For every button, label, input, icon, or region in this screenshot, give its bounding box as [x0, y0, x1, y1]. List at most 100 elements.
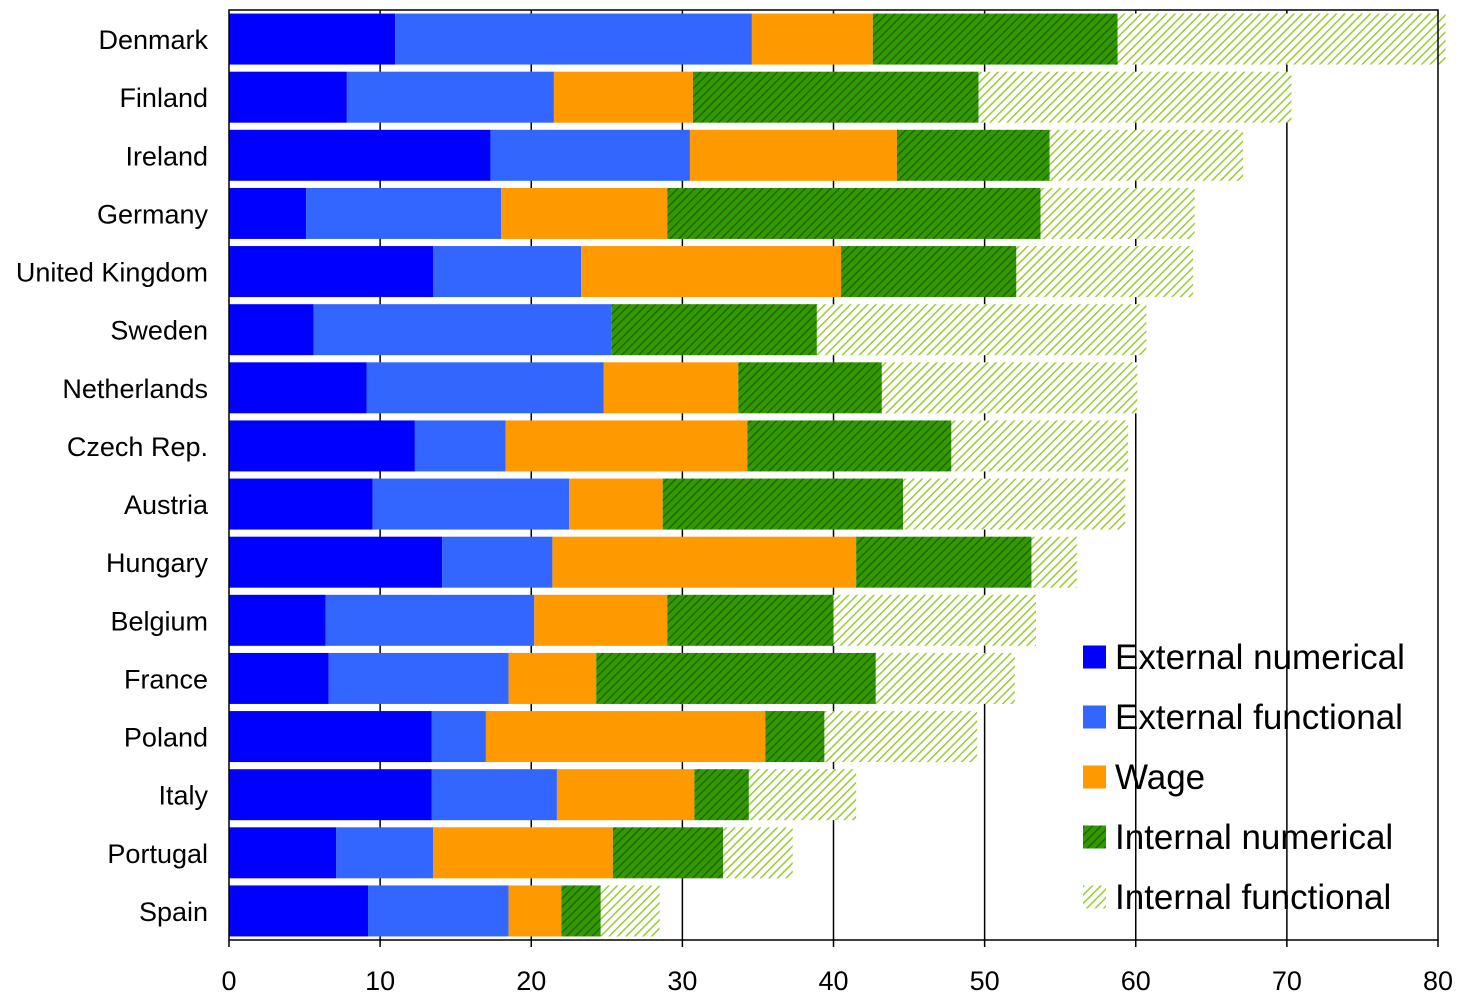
legend-item-internal-functional: Internal functional [1083, 878, 1391, 917]
bar-czech-rep-internal-numerical [747, 420, 952, 472]
x-tick-label-80: 80 [1423, 966, 1453, 996]
bar-austria-internal-functional [903, 478, 1126, 530]
x-tick-label-50: 50 [970, 966, 1000, 996]
bar-hungary-external-numerical [229, 536, 443, 588]
bar-netherlands-external-numerical [229, 362, 367, 414]
bar-netherlands-wage [603, 362, 739, 414]
bar-spain-wage [508, 885, 562, 937]
bar-poland-external-numerical [229, 711, 432, 763]
bar-germany-wage [501, 187, 668, 239]
bar-italy-internal-numerical [694, 769, 749, 821]
bar-finland-internal-numerical [692, 71, 979, 123]
legend: External numerical External functional Wag… [1083, 638, 1405, 917]
bar-france-wage [508, 652, 597, 704]
bar-portugal-external-numerical [229, 827, 337, 879]
bar-ireland-external-functional [490, 129, 690, 181]
bar-czech-rep-external-functional [414, 420, 506, 472]
x-tick-label-70: 70 [1272, 966, 1302, 996]
category-label-belgium: Belgium [110, 606, 208, 636]
bar-hungary-internal-functional [1031, 536, 1077, 588]
x-tick-label-30: 30 [667, 966, 697, 996]
bar-ireland-external-numerical [229, 129, 491, 181]
bar-italy-external-functional [431, 769, 557, 821]
category-label-united-kingdom: United Kingdom [16, 258, 208, 288]
bar-finland-external-functional [346, 71, 554, 123]
bar-united-kingdom-external-numerical [229, 246, 434, 298]
category-label-france: France [124, 664, 208, 694]
bar-france-external-numerical [229, 652, 329, 704]
legend-swatch-wage [1083, 765, 1106, 789]
bar-netherlands-external-functional [366, 362, 604, 414]
bar-austria-wage [569, 478, 663, 530]
category-label-spain: Spain [139, 897, 208, 927]
category-label-czech-rep: Czech Rep. [67, 432, 208, 462]
bar-netherlands-internal-numerical [738, 362, 882, 414]
x-tick-label-10: 10 [365, 966, 395, 996]
category-label-denmark: Denmark [98, 25, 208, 55]
legend-item-external-functional: External functional [1083, 698, 1403, 737]
category-label-italy: Italy [158, 781, 208, 811]
bar-group-france [229, 652, 1015, 704]
bar-group-denmark [229, 13, 1446, 65]
bar-portugal-internal-functional [723, 827, 793, 879]
category-label-portugal: Portugal [107, 839, 208, 869]
legend-swatch-internal-functional [1083, 885, 1106, 909]
bar-italy-external-numerical [229, 769, 432, 821]
axes [228, 9, 1439, 947]
bar-italy-internal-functional [748, 769, 857, 821]
bar-sweden-external-numerical [229, 304, 314, 356]
bar-netherlands-internal-functional [881, 362, 1138, 414]
bar-france-internal-functional [875, 652, 1015, 704]
bar-belgium-internal-functional [833, 594, 1037, 646]
bar-germany-external-numerical [229, 187, 307, 239]
category-labels: Denmark Finland Ireland Germany United Kingd… [16, 25, 209, 927]
legend-label-external-numerical: External numerical [1115, 638, 1405, 677]
bar-germany-external-functional [306, 187, 502, 239]
bar-hungary-wage [552, 536, 857, 588]
bar-belgium-internal-numerical [667, 594, 834, 646]
bar-spain-external-numerical [229, 885, 369, 937]
bars [229, 13, 1446, 937]
bar-france-internal-numerical [596, 652, 876, 704]
bar-poland-wage [485, 711, 766, 763]
bar-austria-external-functional [372, 478, 570, 530]
bar-group-belgium [229, 594, 1037, 646]
bar-hungary-external-functional [442, 536, 553, 588]
x-tick-label-60: 60 [1121, 966, 1151, 996]
bar-hungary-internal-numerical [856, 536, 1032, 588]
bar-group-austria [229, 478, 1126, 530]
bar-group-spain [229, 885, 660, 937]
category-label-hungary: Hungary [106, 548, 209, 578]
bar-czech-rep-wage [505, 420, 748, 472]
category-label-austria: Austria [124, 490, 209, 520]
bar-ireland-internal-numerical [896, 129, 1050, 181]
category-label-poland: Poland [124, 723, 208, 753]
bar-spain-internal-functional [600, 885, 660, 937]
bar-finland-internal-functional [978, 71, 1292, 123]
bar-denmark-wage [751, 13, 873, 65]
bar-france-external-functional [328, 652, 509, 704]
bar-denmark-internal-numerical [872, 13, 1118, 65]
bar-group-united-kingdom [229, 246, 1194, 298]
bar-finland-wage [553, 71, 693, 123]
legend-label-internal-functional: Internal functional [1115, 878, 1391, 917]
legend-swatch-external-functional [1083, 705, 1106, 729]
category-label-ireland: Ireland [125, 141, 208, 171]
bar-group-poland [229, 711, 978, 763]
legend-item-wage: Wage [1083, 758, 1205, 797]
bar-sweden-external-functional [313, 304, 612, 356]
bar-group-ireland [229, 129, 1244, 181]
legend-label-external-functional: External functional [1115, 698, 1403, 737]
bar-united-kingdom-external-functional [433, 246, 582, 298]
bar-denmark-external-functional [395, 13, 752, 65]
legend-label-wage: Wage [1115, 758, 1205, 797]
bar-austria-external-numerical [229, 478, 373, 530]
bar-denmark-external-numerical [229, 13, 396, 65]
legend-item-internal-numerical: Internal numerical [1083, 818, 1393, 857]
bar-spain-internal-numerical [561, 885, 601, 937]
legend-swatch-external-numerical [1083, 645, 1106, 669]
bar-spain-external-functional [368, 885, 509, 937]
bar-group-czech-rep [229, 420, 1129, 472]
bar-portugal-internal-numerical [612, 827, 724, 879]
bar-czech-rep-external-numerical [229, 420, 415, 472]
